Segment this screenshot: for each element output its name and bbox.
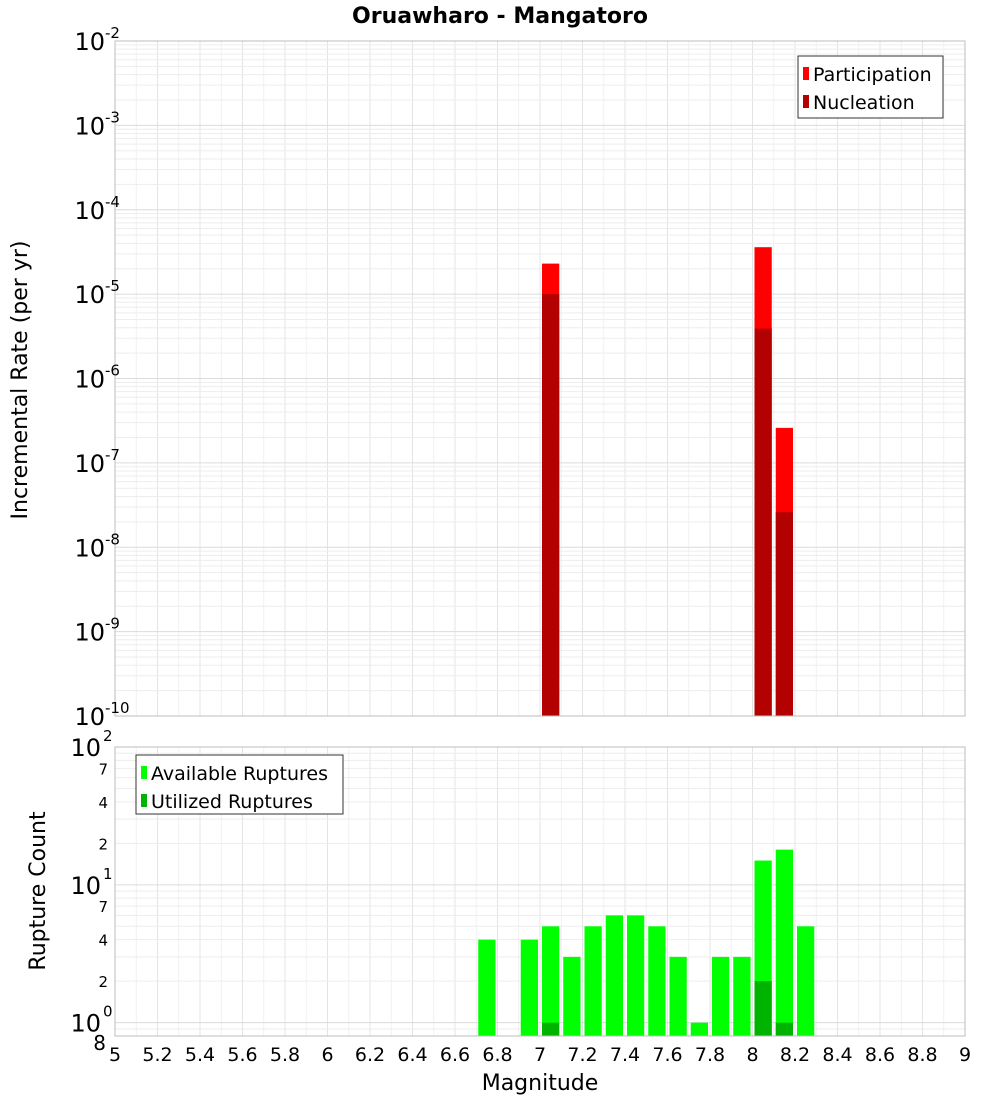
x-tick-label: 5.6 bbox=[227, 1044, 257, 1066]
x-tick-label: 7.8 bbox=[695, 1044, 725, 1066]
available-ruptures-bar bbox=[775, 849, 793, 1036]
bottom-y-minor-tick-label: 4 bbox=[98, 794, 108, 812]
x-tick-label: 8 bbox=[746, 1044, 758, 1066]
available-ruptures-bar bbox=[669, 956, 687, 1036]
bottom-legend-label: Available Ruptures bbox=[151, 763, 328, 785]
utilized-ruptures-bar bbox=[775, 1022, 793, 1036]
top-legend-swatch bbox=[803, 95, 809, 108]
top-y-tick-exponent: -4 bbox=[105, 193, 120, 211]
x-tick-label: 7.6 bbox=[652, 1044, 682, 1066]
x-tick-label: 7 bbox=[534, 1044, 546, 1066]
available-ruptures-bar bbox=[520, 939, 538, 1036]
top-y-tick-label: 10 bbox=[74, 281, 105, 309]
bottom-legend: Available Ruptures Utilized Ruptures bbox=[135, 754, 344, 815]
top-y-tick-label: 10 bbox=[74, 366, 105, 394]
available-ruptures-bar bbox=[690, 1022, 708, 1036]
available-ruptures-bar bbox=[797, 926, 815, 1036]
bottom-y-tick-label: 10 bbox=[70, 872, 101, 900]
x-tick-label: 7.4 bbox=[610, 1044, 640, 1066]
x-tick-label: 7.2 bbox=[567, 1044, 597, 1066]
available-ruptures-bar bbox=[563, 956, 581, 1036]
x-tick-label: 8.4 bbox=[822, 1044, 852, 1066]
top-y-tick-exponent: -2 bbox=[105, 24, 120, 42]
x-tick-label: 8.8 bbox=[907, 1044, 937, 1066]
top-y-tick-label: 10 bbox=[74, 112, 105, 140]
bottom-y-minor-tick-label: 8 bbox=[93, 1031, 106, 1055]
x-tick-label: 6.8 bbox=[482, 1044, 512, 1066]
top-legend-swatch bbox=[803, 67, 809, 80]
x-tick-label: 5.2 bbox=[142, 1044, 172, 1066]
bottom-y-axis-label: Rupture Count bbox=[26, 811, 51, 971]
top-y-tick-exponent: -10 bbox=[105, 699, 130, 717]
x-tick-label: 6.4 bbox=[397, 1044, 427, 1066]
nucleation-bar bbox=[542, 294, 560, 716]
bottom-y-tick-exponent: 2 bbox=[103, 727, 113, 745]
top-y-tick-label: 10 bbox=[74, 534, 105, 562]
top-y-tick-exponent: -5 bbox=[105, 277, 120, 295]
x-tick-label: 6.2 bbox=[355, 1044, 385, 1066]
available-ruptures-bar bbox=[542, 926, 560, 1036]
bottom-y-minor-tick-label: 2 bbox=[98, 835, 108, 853]
available-ruptures-bar bbox=[627, 915, 645, 1036]
bottom-y-minor-tick-label: 2 bbox=[98, 973, 108, 991]
nucleation-bar bbox=[775, 512, 793, 716]
utilized-ruptures-bar bbox=[754, 981, 772, 1036]
nucleation-bar bbox=[754, 328, 772, 716]
top-y-tick-exponent: -7 bbox=[105, 446, 120, 464]
bottom-y-tick-exponent: 1 bbox=[103, 865, 113, 883]
x-tick-label: 8.2 bbox=[780, 1044, 810, 1066]
available-ruptures-bar bbox=[605, 915, 623, 1036]
available-ruptures-bar bbox=[648, 926, 666, 1036]
bottom-y-tick-label: 10 bbox=[70, 1010, 101, 1038]
x-tick-label: 9 bbox=[959, 1044, 971, 1066]
bottom-y-minor-tick-label: 7 bbox=[98, 760, 108, 778]
bottom-y-tick-label: 10 bbox=[70, 734, 101, 762]
top-legend-label: Participation bbox=[813, 64, 932, 86]
available-ruptures-bar bbox=[478, 939, 496, 1036]
top-y-tick-exponent: -6 bbox=[105, 362, 120, 380]
utilized-ruptures-bar bbox=[542, 1022, 560, 1036]
x-tick-label: 6.6 bbox=[440, 1044, 470, 1066]
top-y-tick-label: 10 bbox=[74, 619, 105, 647]
top-plot-frame bbox=[114, 40, 966, 717]
top-y-axis-label: Incremental Rate (per yr) bbox=[8, 241, 33, 520]
top-legend: Participation Nucleation bbox=[797, 55, 944, 119]
top-y-tick-label: 10 bbox=[74, 197, 105, 225]
x-tick-label: 5.4 bbox=[185, 1044, 215, 1066]
top-y-tick-label: 10 bbox=[74, 450, 105, 478]
top-y-tick-exponent: -8 bbox=[105, 530, 120, 548]
top-y-tick-label: 10 bbox=[74, 28, 105, 56]
x-axis-label: Magnitude bbox=[482, 1071, 599, 1096]
bottom-y-tick-exponent: 0 bbox=[103, 1003, 113, 1021]
top-y-tick-label: 10 bbox=[74, 703, 105, 731]
bottom-legend-box bbox=[135, 754, 344, 815]
available-ruptures-bar bbox=[584, 926, 602, 1036]
bottom-plot-frame bbox=[114, 746, 966, 1037]
top-y-tick-exponent: -3 bbox=[105, 108, 120, 126]
available-ruptures-bar bbox=[712, 956, 730, 1036]
top-legend-box bbox=[797, 55, 944, 119]
available-ruptures-bar bbox=[733, 956, 751, 1036]
bottom-legend-swatch bbox=[141, 766, 147, 779]
chart-title: Oruawharo - Mangatoro bbox=[352, 4, 648, 29]
x-tick-label: 8.6 bbox=[865, 1044, 895, 1066]
x-tick-label: 5.8 bbox=[270, 1044, 300, 1066]
bottom-legend-label: Utilized Ruptures bbox=[151, 791, 313, 813]
top-y-tick-exponent: -9 bbox=[105, 615, 120, 633]
bottom-y-minor-tick-label: 4 bbox=[98, 932, 108, 950]
top-legend-label: Nucleation bbox=[813, 92, 915, 114]
bottom-y-minor-tick-label: 7 bbox=[98, 898, 108, 916]
x-tick-label: 6 bbox=[321, 1044, 333, 1066]
x-tick-label: 5 bbox=[109, 1044, 121, 1066]
bottom-legend-swatch bbox=[141, 794, 147, 807]
